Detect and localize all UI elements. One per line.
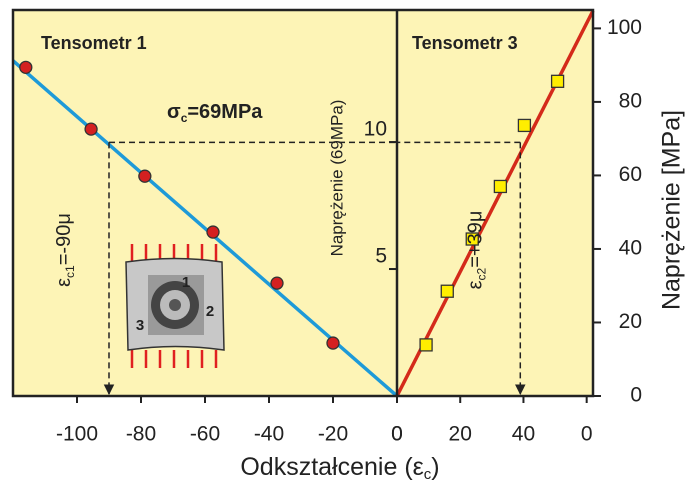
annotation-subscript: c1 <box>63 265 77 278</box>
point <box>327 337 339 349</box>
x-tick-label: 20 <box>449 423 472 446</box>
chart: 123 -100-80-60-40-200Tensometr 1σc=69MPa… <box>0 0 692 490</box>
y-tick-label: 40 <box>619 236 642 259</box>
icon-label: 1 <box>182 274 190 291</box>
y2-tick-label: 5 <box>375 245 387 268</box>
plot-background <box>13 10 593 396</box>
y-axis-title: Naprężenie [MPa] <box>658 110 686 310</box>
y2-tick-label: 10 <box>364 118 387 141</box>
y-tick-label: 0 <box>630 384 642 407</box>
x-tick-label: 0 <box>581 423 593 446</box>
icon-label: 2 <box>206 303 214 320</box>
point <box>420 339 432 351</box>
x-tick-label: -100 <box>56 423 98 446</box>
annotation-text: =-90μ <box>53 213 75 265</box>
x-axis-title-end: ) <box>431 453 439 481</box>
panel-title: Tensometr 1 <box>41 33 147 53</box>
annotation-symbol: σ <box>167 101 181 123</box>
x-tick-label: -20 <box>318 423 348 446</box>
x-axis-title: Odkształcenie (εc) <box>240 453 439 483</box>
annotation-text: =69MPa <box>187 101 263 123</box>
page: {"chart_data": [ {"type": "scatter", "ti… <box>0 0 692 490</box>
y-tick-label: 60 <box>619 163 642 186</box>
panel-title: Tensometr 3 <box>412 33 518 53</box>
x-axis-title-text: Odkształcenie (ε <box>240 453 423 481</box>
point <box>139 170 151 182</box>
y-tick-label: 80 <box>619 89 642 112</box>
point <box>518 119 530 131</box>
point <box>271 277 283 289</box>
x-tick-label: 0 <box>391 423 403 446</box>
point <box>207 226 219 238</box>
annotation-symbol: ε <box>53 278 75 287</box>
annotation-text: =+39μ <box>465 211 487 268</box>
annotation-symbol: ε <box>465 280 487 289</box>
y-tick-label: 20 <box>619 310 642 333</box>
x-tick-label: 40 <box>512 423 535 446</box>
y2-axis-title: Naprężenie (69MPa) <box>327 100 346 257</box>
y-tick-label: 100 <box>607 16 642 39</box>
annotation-subscript: c2 <box>474 267 488 280</box>
point <box>85 123 97 135</box>
point <box>20 61 32 73</box>
point <box>552 75 564 87</box>
point <box>494 180 506 192</box>
point <box>441 285 453 297</box>
x-tick-label: -60 <box>190 423 220 446</box>
x-tick-label: -80 <box>126 423 156 446</box>
x-tick-label: -40 <box>254 423 284 446</box>
icon-label: 3 <box>136 317 144 334</box>
